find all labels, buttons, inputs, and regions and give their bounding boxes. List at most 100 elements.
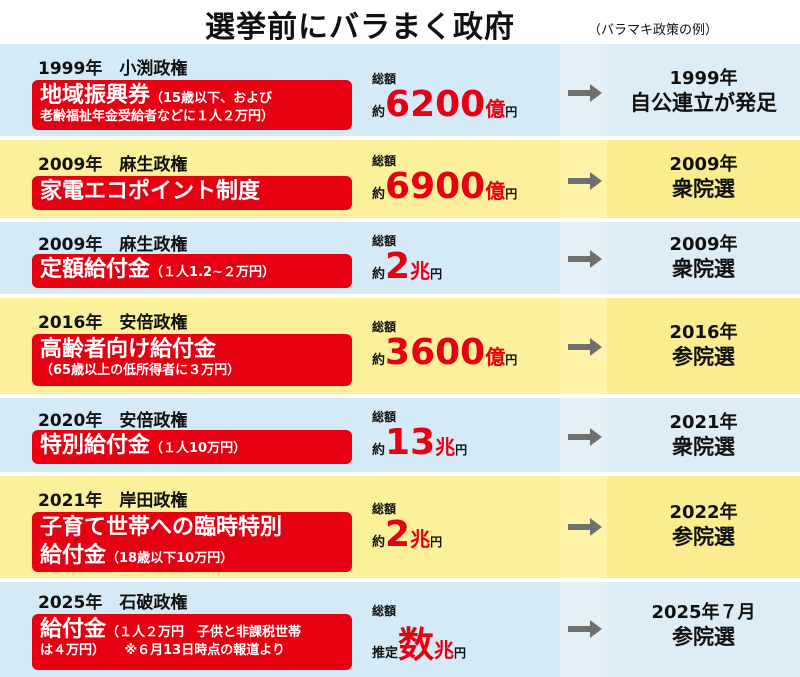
election: 2016年 参院選	[607, 322, 800, 370]
policy-name: 特別給付金	[40, 433, 151, 458]
amount-prefix: 約	[372, 267, 386, 282]
amount-currency: 円	[505, 105, 518, 119]
list-item: 2009年 麻生政権 定額給付金（１人1.2~２万円） 総額 約2兆円 2009…	[0, 222, 800, 294]
policy-name: 給付金	[40, 543, 107, 568]
amount-number: 3600	[385, 332, 486, 373]
election-event: 参院選	[672, 525, 735, 549]
amount-currency: 円	[430, 535, 443, 549]
policy-note: （１人10万円）	[150, 441, 247, 456]
policy-note: （１人1.2~２万円）	[150, 265, 275, 280]
election-year: 1999年	[669, 68, 738, 89]
election-year: 2022年	[669, 502, 738, 523]
list-item: 2009年 麻生政権 家電エコポイント制度 総額 約6900億円 2009年 衆…	[0, 140, 800, 218]
arrow-right-icon	[568, 428, 602, 446]
arrow-right-icon	[568, 172, 602, 190]
total-label: 総額	[372, 320, 397, 334]
list-item: 2020年 安倍政権 特別給付金（１人10万円） 総額 約13兆円 2021年 …	[0, 398, 800, 472]
page-title: 選挙前にバラまく政府	[205, 10, 515, 45]
policy-box: 家電エコポイント制度	[32, 176, 352, 210]
amount-currency: 円	[505, 353, 518, 367]
policy-box: 定額給付金（１人1.2~２万円）	[32, 254, 352, 288]
amount-unit: 億	[485, 97, 506, 121]
amount-prefix: 約	[372, 535, 386, 550]
election-event: 参院選	[672, 345, 735, 369]
policy-name: 地域振興券	[40, 83, 151, 108]
period-label: 2021年 岸田政権	[38, 491, 188, 511]
amount-unit: 兆	[435, 435, 456, 459]
amount-unit: 兆	[410, 259, 431, 283]
total-label: 総額	[372, 502, 397, 516]
list-item: 2016年 安倍政権 高齢者向け給付金 （65歳以上の低所得者に３万円） 総額 …	[0, 298, 800, 394]
arrow-right-icon	[568, 250, 602, 268]
amount-currency: 円	[455, 443, 468, 457]
total-label: 総額	[372, 604, 397, 618]
period-label: 2009年 麻生政権	[38, 155, 188, 175]
amount-number: 13	[385, 422, 436, 463]
amount-unit: 兆	[410, 527, 431, 551]
election: 2021年 衆院選	[607, 412, 800, 460]
policy-note: （65歳以上の低所得者に３万円）	[40, 363, 241, 378]
list-item: 1999年 小渕政権 地域振興券（15歳以下、および 老齢福祉年金受給者などに１…	[0, 44, 800, 136]
amount: 約2兆円	[372, 514, 442, 555]
page-subtitle: （バラマキ政策の例）	[588, 23, 719, 38]
policy-box: 特別給付金（１人10万円）	[32, 430, 352, 464]
amount-unit: 億	[485, 345, 506, 369]
arrow-right-icon	[568, 84, 602, 102]
amount: 推定数兆円	[372, 616, 466, 668]
amount-prefix: 約	[372, 187, 386, 202]
election-year: 2009年	[669, 154, 738, 175]
election-year: 2016年	[669, 322, 738, 343]
amount: 約3600億円	[372, 332, 517, 373]
amount-number: 6900	[385, 166, 486, 207]
policy-name: 子育て世帯への臨時特別	[40, 515, 283, 540]
policy-note: （１人２万円 子供と非課税世帯	[106, 625, 302, 640]
amount-number: 2	[385, 246, 411, 287]
policy-note: 老齢福祉年金受給者などに１人２万円）	[40, 109, 275, 124]
election-event: 自公連立が発足	[630, 91, 777, 115]
amount: 約13兆円	[372, 422, 467, 463]
election: 2009年 衆院選	[607, 234, 800, 282]
election: 2022年 参院選	[607, 502, 800, 550]
election: 2025年７月 参院選	[607, 602, 800, 650]
policy-name: 給付金	[40, 617, 107, 642]
amount: 約2兆円	[372, 246, 442, 287]
amount-currency: 円	[430, 267, 443, 281]
period-label: 2016年 安倍政権	[38, 313, 188, 333]
election-event: 衆院選	[672, 257, 735, 281]
period-label: 2025年 石破政権	[38, 593, 188, 613]
period-label: 1999年 小渕政権	[38, 59, 188, 79]
amount-prefix: 約	[372, 443, 386, 458]
amount-prefix: 推定	[372, 646, 399, 661]
period-label: 2009年 麻生政権	[38, 235, 188, 255]
amount: 約6900億円	[372, 166, 517, 207]
header: 選挙前にバラまく政府 （バラマキ政策の例）	[0, 0, 800, 45]
amount-prefix: 約	[372, 353, 386, 368]
policy-box: 子育て世帯への臨時特別 給付金（18歳以下10万円）	[32, 512, 352, 572]
policy-box: 給付金（１人２万円 子供と非課税世帯 は４万円） ※６月13日時点の報道より	[32, 614, 352, 670]
policy-name: 定額給付金	[40, 257, 151, 282]
election-event: 衆院選	[672, 435, 735, 459]
election-event: 参院選	[672, 625, 735, 649]
list-item: 2021年 岸田政権 子育て世帯への臨時特別 給付金（18歳以下10万円） 総額…	[0, 476, 800, 578]
amount-unit: 兆	[434, 638, 455, 662]
arrow-right-icon	[568, 338, 602, 356]
list-item: 2025年 石破政権 給付金（１人２万円 子供と非課税世帯 は４万円） ※６月1…	[0, 582, 800, 677]
policy-name: 高齢者向け給付金	[40, 337, 217, 362]
amount-currency: 円	[505, 187, 518, 201]
amount-unit: 億	[485, 179, 506, 203]
amount-number: 数	[398, 625, 435, 666]
amount-number: 6200	[385, 84, 486, 125]
election-year: 2021年	[669, 412, 738, 433]
amount-number: 2	[385, 514, 411, 555]
election-year: 2009年	[669, 234, 738, 255]
policy-box: 高齢者向け給付金 （65歳以上の低所得者に３万円）	[32, 334, 352, 386]
amount-currency: 円	[454, 646, 467, 660]
total-label: 総額	[372, 154, 397, 168]
policy-box: 地域振興券（15歳以下、および 老齢福祉年金受給者などに１人２万円）	[32, 80, 352, 130]
arrow-right-icon	[568, 620, 602, 638]
total-label: 総額	[372, 234, 397, 248]
amount: 約6200億円	[372, 84, 517, 125]
policy-note: は４万円） ※６月13日時点の報道より	[40, 643, 285, 658]
amount-prefix: 約	[372, 105, 386, 120]
period-label: 2020年 安倍政権	[38, 411, 188, 431]
